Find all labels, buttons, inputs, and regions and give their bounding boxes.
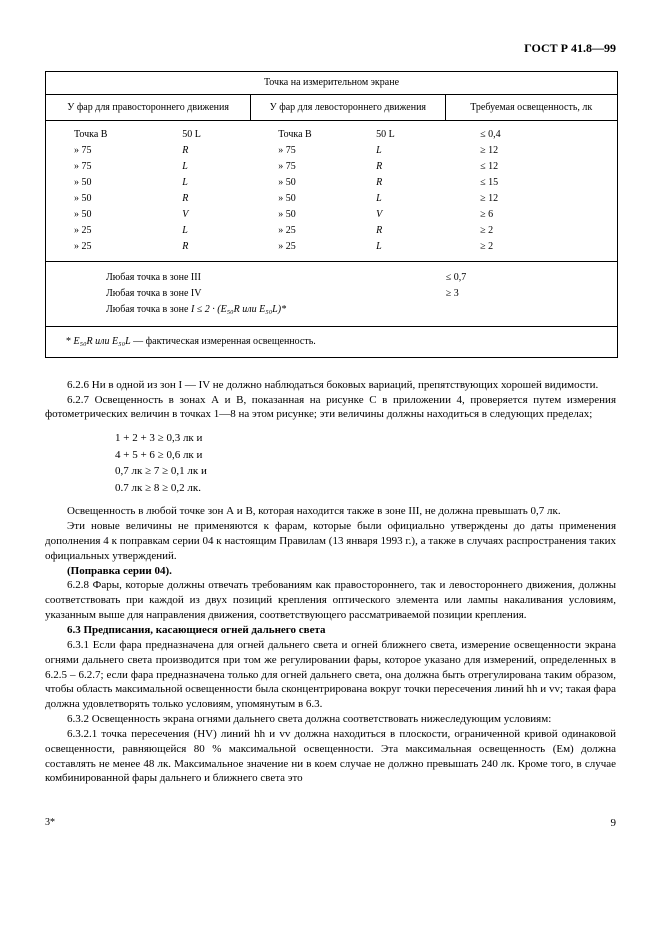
table-row: ≥ 2 xyxy=(452,223,609,239)
table-row: » 50L xyxy=(54,175,242,191)
table-row: » 75R xyxy=(258,159,436,175)
zone-line-3: Любая точка в зоне III xyxy=(106,270,418,286)
para-osv: Освещенность в любой точке зон А и В, ко… xyxy=(45,504,616,519)
table-row: » 25R xyxy=(258,223,436,239)
para-632: 6.3.2 Освещенность экрана огнями дальнег… xyxy=(45,712,616,727)
table-row: ≥ 2 xyxy=(452,239,609,255)
table-row: ≥ 12 xyxy=(452,143,609,159)
formula-line: 0,7 лк ≥ 7 ≥ 0,1 лк и xyxy=(115,463,616,480)
table-row: ≤ 0,4 xyxy=(452,127,609,143)
col-header-left-drive: У фар для левостороннего движения xyxy=(251,95,445,121)
formula-block: 1 + 2 + 3 ≥ 0,3 лк и4 + 5 + 6 ≥ 0,6 лк и… xyxy=(115,430,616,496)
body-text: 6.2.6 Ни в одной из зон I — IV не должно… xyxy=(45,378,616,787)
para-6321: 6.3.2.1 точка пересечения (HV) линий hh … xyxy=(45,727,616,786)
data-block: Точка В50 L» 75R» 75L» 50L» 50R» 50V» 25… xyxy=(46,121,617,261)
table-row: » 50L xyxy=(258,191,436,207)
zone-line-4: Любая точка в зоне IV xyxy=(106,286,418,302)
zone-req-1: ≤ 0,7 xyxy=(446,270,617,286)
table-row: » 50V xyxy=(54,207,242,223)
table-row: ≥ 6 xyxy=(452,207,609,223)
para-627: 6.2.7 Освещенность в зонах А и В, показа… xyxy=(45,393,616,423)
footer-left-mark: 3* xyxy=(45,816,55,830)
table-row: » 75L xyxy=(54,159,242,175)
formula-line: 4 + 5 + 6 ≥ 0,6 лк и xyxy=(115,447,616,464)
para-626: 6.2.6 Ни в одной из зон I — IV не должно… xyxy=(45,378,616,393)
formula-line: 1 + 2 + 3 ≥ 0,3 лк и xyxy=(115,430,616,447)
table-footnote: * E₅₀R или E₅₀L — фактическая измеренная… xyxy=(46,326,617,357)
table-row: ≤ 15 xyxy=(452,175,609,191)
table-row: Точка В50 L xyxy=(258,127,436,143)
table-row: » 50R xyxy=(258,175,436,191)
page-number: 9 xyxy=(45,816,616,831)
table-row: Точка В50 L xyxy=(54,127,242,143)
col-header-required: Требуемая освещенность, лк xyxy=(446,95,618,121)
table-row: » 25L xyxy=(258,239,436,255)
col-header-right-drive: У фар для правостороннего движения xyxy=(46,95,251,121)
zone-block: Любая точка в зоне III Любая точка в зон… xyxy=(46,261,617,326)
table-row: ≥ 12 xyxy=(452,191,609,207)
table-row: » 50R xyxy=(54,191,242,207)
table-row: ≤ 12 xyxy=(452,159,609,175)
table-row: » 25L xyxy=(54,223,242,239)
para-631: 6.3.1 Если фара предназначена для огней … xyxy=(45,638,616,712)
measurement-table: Точка на измерительном экране У фар для … xyxy=(45,71,618,358)
zone-line-i: Любая точка в зоне I ≤ 2 · (E₅₀R или E₅₀… xyxy=(106,302,418,318)
table-title: Точка на измерительном экране xyxy=(46,72,617,95)
page-footer: 3* 9 xyxy=(45,816,616,831)
table-row: » 75L xyxy=(258,143,436,159)
formula-line: 0.7 лк ≥ 8 ≥ 0,2 лк. xyxy=(115,480,616,497)
zone-req-2: ≥ 3 xyxy=(446,286,617,302)
heading-63: 6.3 Предписания, касающиеся огней дальне… xyxy=(45,623,616,638)
table-column-headers: У фар для правостороннего движения У фар… xyxy=(46,95,617,122)
table-row: » 50V xyxy=(258,207,436,223)
table-row: » 75R xyxy=(54,143,242,159)
para-novye: Эти новые величины не применяются к фара… xyxy=(45,519,616,564)
table-row: » 25R xyxy=(54,239,242,255)
para-popravka: (Поправка серии 04). xyxy=(45,564,616,579)
para-628: 6.2.8 Фары, которые должны отвечать треб… xyxy=(45,578,616,623)
doc-header: ГОСТ Р 41.8—99 xyxy=(45,40,616,56)
